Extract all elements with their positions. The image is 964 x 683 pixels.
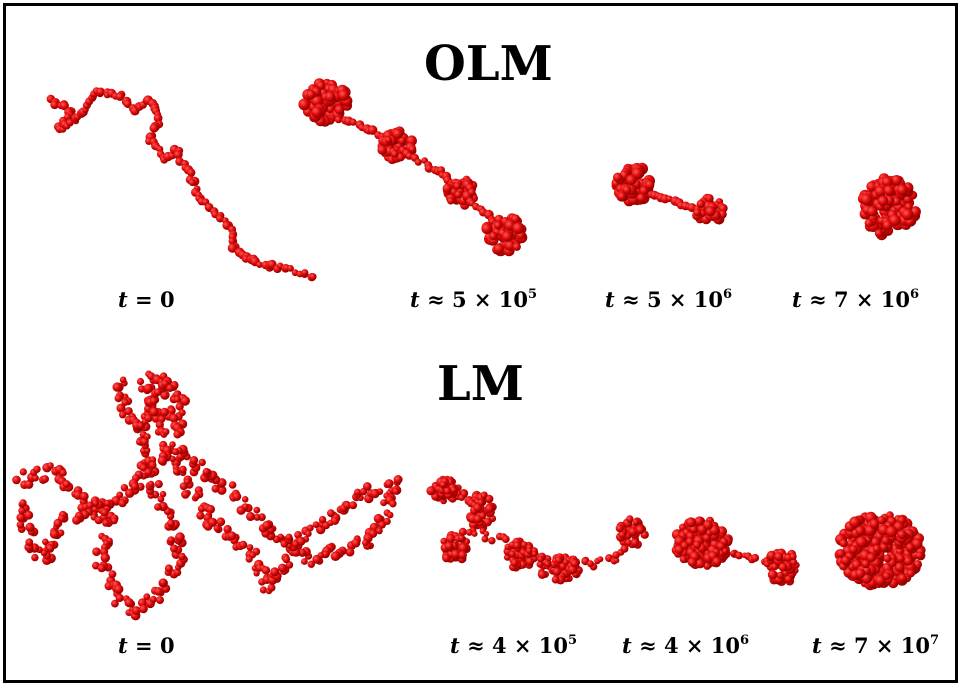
olm-label-t3: t ≈ 7 × 106	[792, 287, 920, 312]
olm-chain-t0	[46, 87, 317, 282]
figure-frame	[3, 3, 958, 683]
polymer-snapshots-art	[12, 78, 926, 621]
lm-chain-t1	[426, 475, 649, 585]
lm-label-t1: t ≈ 4 × 105	[450, 633, 578, 658]
lm-title: LM	[437, 356, 524, 412]
olm-chain-t2	[611, 162, 728, 225]
olm-title: OLM	[424, 36, 553, 92]
olm-label-t0: t = 0	[118, 287, 175, 312]
lm-chain-t2	[671, 516, 800, 586]
lm-label-t0: t = 0	[118, 633, 175, 658]
olm-row-chains	[46, 78, 921, 282]
lm-row-chains	[12, 370, 926, 621]
olm-globule-t3	[857, 173, 921, 241]
lm-label-t2: t ≈ 4 × 106	[622, 633, 750, 658]
olm-label-t1: t ≈ 5 × 105	[410, 287, 538, 312]
lm-globule-t3	[834, 511, 926, 591]
lm-label-t3: t ≈ 7 × 107	[812, 633, 940, 658]
olm-chain-t1	[298, 78, 528, 257]
olm-label-t2: t ≈ 5 × 106	[605, 287, 733, 312]
lm-chain-t0	[12, 370, 403, 621]
